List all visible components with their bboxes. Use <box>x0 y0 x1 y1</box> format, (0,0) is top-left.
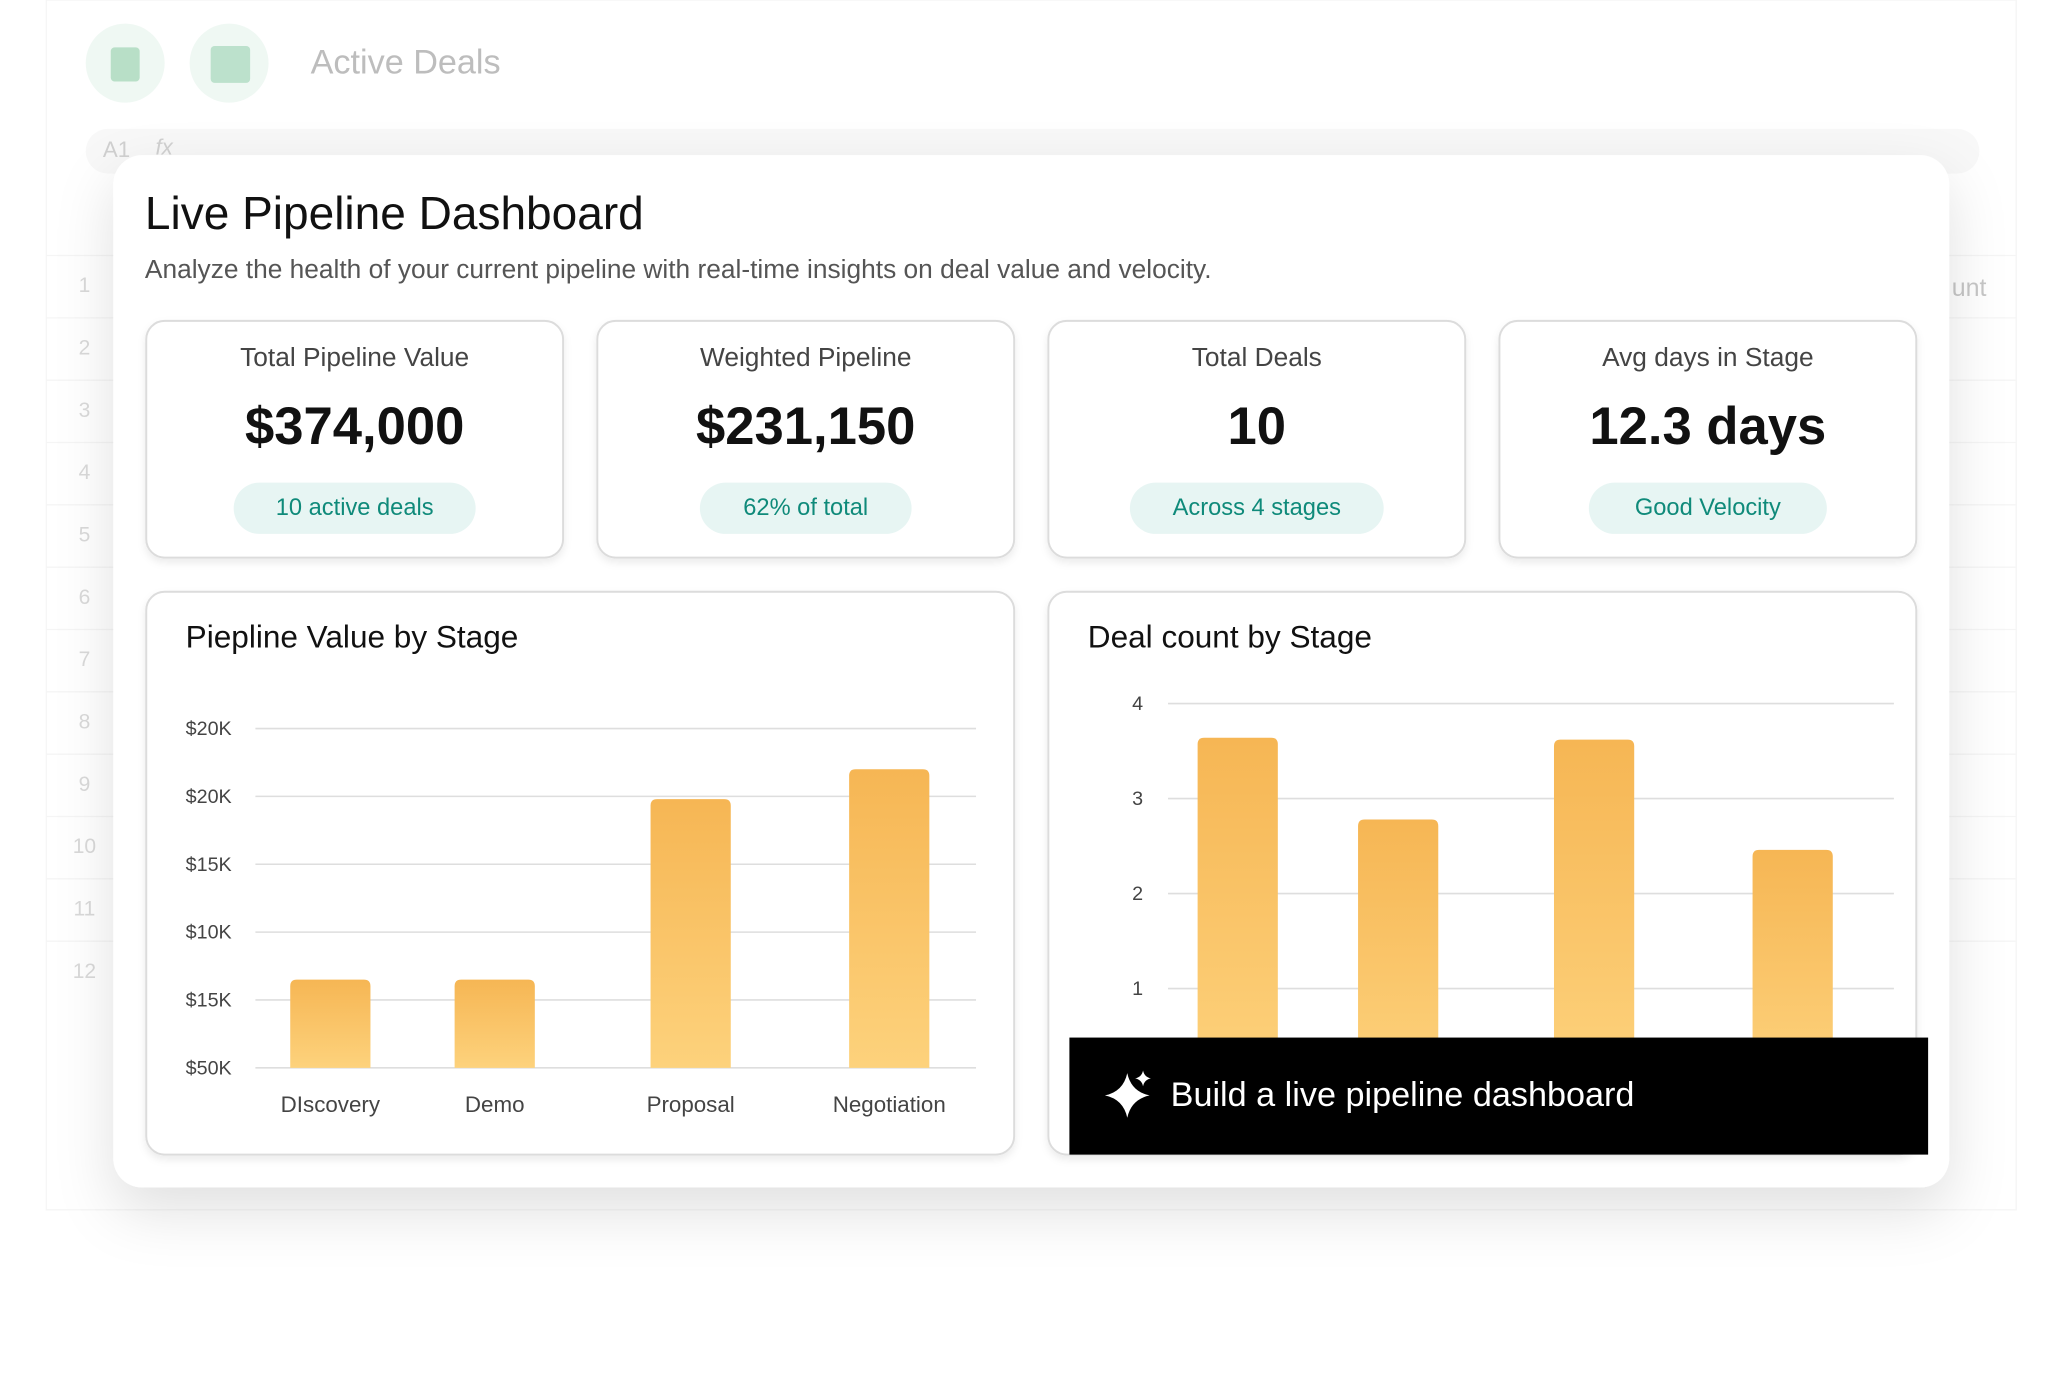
chart: Piepline Value by Stage $50K $15K $10K $15K $… <box>145 590 1016 1156</box>
x-tick-label: DIscovery <box>281 1092 381 1117</box>
chart: Deal count by Stage 1 2 3 4 <box>1047 590 1918 1156</box>
prompt-bar[interactable]: Build a live pipeline dashboard <box>1069 1037 1929 1155</box>
kpi-note: 10 active deals <box>276 495 434 521</box>
y-tick-label: $20K <box>186 786 232 808</box>
kpi-value: $374,000 <box>245 397 464 456</box>
prompt-text: Build a live pipeline dashboard <box>1171 1076 1635 1114</box>
y-tick-label: $50K <box>186 1057 232 1079</box>
kpi-label: Weighted Pipeline <box>700 342 912 372</box>
kpi-pill <box>233 482 476 534</box>
row-number: 11 <box>74 898 96 921</box>
y-tick-label: 2 <box>1132 883 1143 905</box>
kpi-note: Good Velocity <box>1635 495 1781 521</box>
sheet-title: Active Deals <box>311 43 501 81</box>
bar <box>849 769 930 1068</box>
bar <box>454 979 535 1068</box>
kpi-note: Across 4 stages <box>1173 495 1341 521</box>
y-tick-label: $15K <box>186 989 232 1011</box>
bar <box>290 979 371 1068</box>
kpi-card <box>596 319 1016 559</box>
bar <box>1197 737 1278 1084</box>
bar <box>1553 739 1635 1084</box>
chart-title: Deal count by Stage <box>1088 618 1372 654</box>
kpi-label: Avg days in Stage <box>1602 342 1814 372</box>
kpi-label: Total Pipeline Value <box>240 342 469 372</box>
y-tick-label: 1 <box>1132 978 1143 1000</box>
kpi-label: Total Deals <box>1192 342 1322 372</box>
x-tick-label: Demo <box>465 1092 525 1117</box>
bar <box>1358 819 1439 1084</box>
sheets-glyph <box>110 47 140 82</box>
sparkle-icon <box>1104 1070 1151 1118</box>
chart-title: Piepline Value by Stage <box>186 618 519 654</box>
row-number: 9 <box>79 773 91 796</box>
row-number: 12 <box>73 960 96 983</box>
y-tick-label: $20K <box>186 718 232 740</box>
x-tick-label: Negotiation <box>833 1092 946 1117</box>
dashboard-title: Live Pipeline Dashboard <box>145 187 644 239</box>
row-number: 8 <box>79 711 91 734</box>
excel-glyph <box>210 46 251 83</box>
formula-icon: fx <box>155 135 173 160</box>
row-number: 7 <box>79 648 91 671</box>
row-number: 5 <box>79 524 91 547</box>
y-tick-label: $15K <box>186 854 232 876</box>
kpi-value: 10 <box>1228 397 1287 456</box>
y-tick-label: 3 <box>1132 788 1143 810</box>
row-number: 10 <box>73 835 96 858</box>
y-tick-label: 4 <box>1132 693 1143 715</box>
kpi-pill <box>699 482 912 534</box>
row-number: 1 <box>79 274 91 297</box>
cell-ref: A1 <box>103 137 130 162</box>
row-number: 4 <box>79 461 91 484</box>
y-tick-label: $10K <box>186 922 232 944</box>
kpi-note: 62% of total <box>743 495 868 521</box>
kpi-pill <box>1588 482 1827 534</box>
charts: Piepline Value by Stage $50K $15K $10K $15K $… <box>145 590 1918 1156</box>
row-number: 2 <box>79 337 91 360</box>
dashboard-subtitle: Analyze the health of your current pipel… <box>145 254 1212 284</box>
bar <box>650 799 731 1068</box>
kpi-value: $231,150 <box>696 397 915 456</box>
row-number: 6 <box>79 586 91 609</box>
bar <box>1752 849 1833 1084</box>
kpi-row: Total Pipeline Value $374,000 10 active de… <box>145 319 1918 559</box>
kpi-value: 12.3 days <box>1589 397 1826 456</box>
row-number: 3 <box>79 399 91 422</box>
prompt-background <box>1069 1037 1929 1155</box>
column-header: unt <box>1952 274 1987 302</box>
x-tick-label: Proposal <box>647 1092 735 1117</box>
kpi-pill <box>1129 482 1384 534</box>
